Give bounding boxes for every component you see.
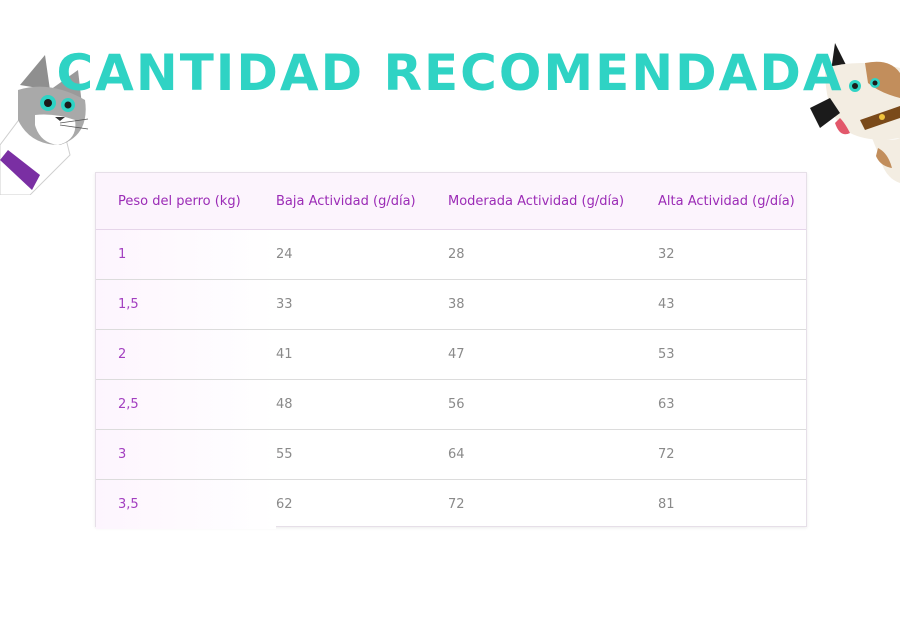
cell-moderate: 72 [448, 497, 465, 512]
cell-moderate: 47 [448, 329, 658, 380]
cell-weight: 2,5 [96, 379, 276, 430]
cell-low: 41 [276, 329, 448, 380]
table-row: 1,5 33 38 43 [96, 279, 806, 330]
cell-weight: 2 [96, 329, 276, 380]
cell-low: 24 [276, 229, 448, 280]
cell-high: 63 [658, 379, 806, 430]
cell-weight: 3 [96, 429, 276, 480]
recommendation-table-container: Peso del perro (kg) Baja Actividad (g/dí… [95, 172, 807, 529]
table-row: 2,5 48 56 63 [96, 379, 806, 430]
dog-illustration [810, 43, 900, 183]
cell-low: 48 [276, 379, 448, 430]
cell-moderate: 38 [448, 279, 658, 330]
header-high-activity: Alta Actividad (g/día) [658, 173, 806, 230]
cell-high: 32 [658, 229, 806, 280]
cell-moderate: 56 [448, 379, 658, 430]
cell-low: 62 [276, 497, 293, 512]
cell-weight: 1 [96, 229, 276, 280]
table-row: 3 55 64 72 [96, 429, 806, 480]
header-low-activity: Baja Actividad (g/día) [276, 173, 448, 230]
cell-weight: 1,5 [96, 279, 276, 330]
page-title: CANTIDAD RECOMENDADA [56, 44, 844, 102]
cell-high: 72 [658, 429, 806, 480]
cell-low: 55 [276, 429, 448, 480]
cell-high: 81 [658, 497, 675, 512]
cell-moderate: 28 [448, 229, 658, 280]
header-moderate-activity: Moderada Actividad (g/día) [448, 173, 658, 230]
cell-high: 53 [658, 329, 806, 380]
table-row: 3,5 62 72 81 [96, 479, 806, 529]
cat-illustration [0, 55, 89, 195]
header-weight: Peso del perro (kg) [96, 173, 276, 230]
recommendation-table: Peso del perro (kg) Baja Actividad (g/dí… [96, 173, 806, 529]
table-row: 1 24 28 32 [96, 229, 806, 280]
cell-high: 43 [658, 279, 806, 330]
table-row: 2 41 47 53 [96, 329, 806, 380]
cell-moderate: 64 [448, 429, 658, 480]
cell-low: 33 [276, 279, 448, 330]
cell-weight: 3,5 [96, 479, 276, 529]
table-header-row: Peso del perro (kg) Baja Actividad (g/dí… [96, 173, 806, 230]
